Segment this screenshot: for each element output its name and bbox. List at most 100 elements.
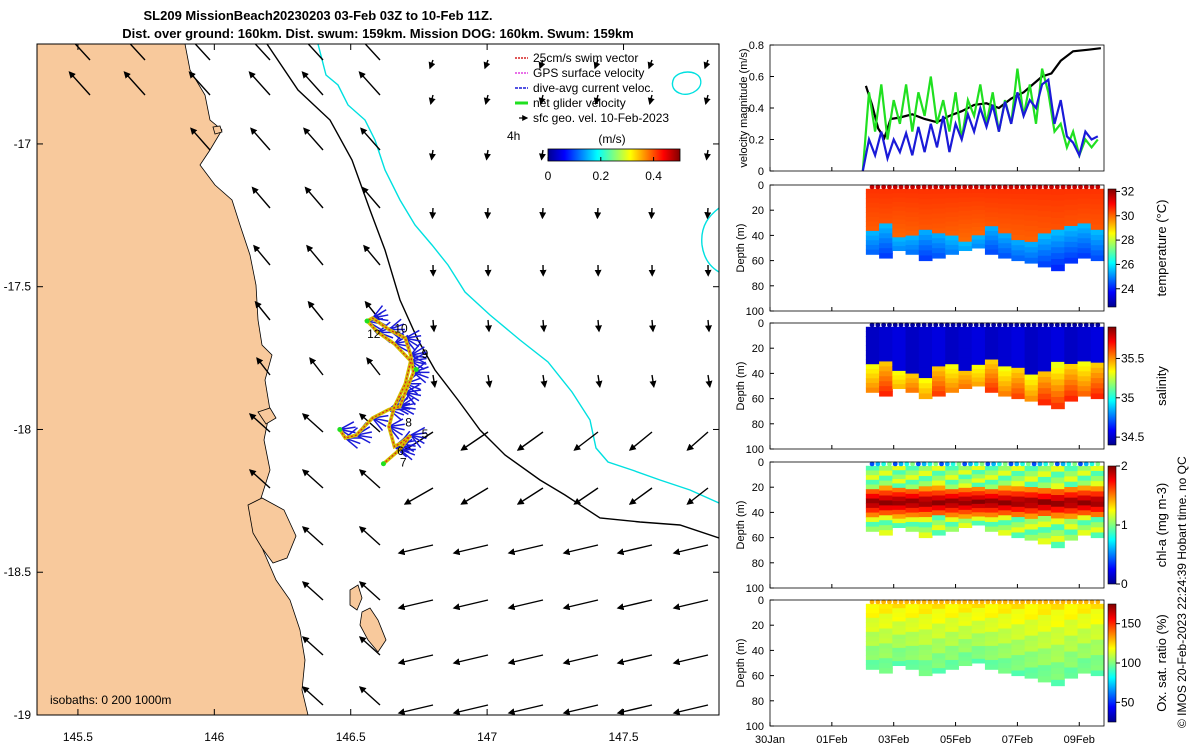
profile-cell xyxy=(1064,508,1079,515)
profile-cell xyxy=(945,465,959,471)
current-velocity-vector xyxy=(377,326,394,334)
profile-cell xyxy=(971,658,986,664)
profile-cell xyxy=(984,336,999,342)
profile-cell xyxy=(1077,668,1092,674)
profile-cell xyxy=(945,631,959,638)
profile-cell xyxy=(905,350,920,356)
profile-cell xyxy=(879,485,893,492)
profile-cell xyxy=(865,382,880,389)
profile-cell xyxy=(1024,529,1039,536)
profile-cell xyxy=(1051,326,1065,334)
profile-cell xyxy=(1090,188,1105,195)
profile-cell xyxy=(1051,402,1065,410)
profile-cell xyxy=(918,481,933,487)
panel-colorbar xyxy=(1107,188,1117,308)
profile-cell xyxy=(879,495,893,501)
profile-cell xyxy=(879,480,893,487)
profile-cell xyxy=(1024,332,1039,338)
profile-cell xyxy=(918,644,933,651)
profile-cell xyxy=(1037,399,1052,406)
profile-cell xyxy=(1090,511,1105,518)
profile-cell xyxy=(932,238,946,244)
surface-dot xyxy=(1008,461,1014,467)
profile-cell xyxy=(905,216,920,223)
profile-cell xyxy=(1077,331,1092,338)
surface-dot xyxy=(973,322,979,328)
surface-dot xyxy=(927,461,933,467)
surface-geostrophic-velocity-field xyxy=(68,44,713,715)
surface-dot xyxy=(910,322,915,328)
profile-cell xyxy=(1024,231,1039,238)
profile-cell xyxy=(1077,603,1092,610)
profile-cell xyxy=(932,638,946,644)
surface-dot xyxy=(968,599,973,605)
profile-cell xyxy=(1064,247,1079,253)
profile-cell xyxy=(918,250,933,256)
profile-cell xyxy=(984,368,999,375)
profile-cell xyxy=(879,243,893,249)
profile-cell xyxy=(998,223,1012,229)
surface-dot xyxy=(1089,184,1095,190)
profile-cell xyxy=(1064,374,1079,381)
surface-dot xyxy=(1031,184,1037,190)
profile-cell xyxy=(1064,210,1079,216)
profile-cell xyxy=(905,226,920,232)
profile-cell xyxy=(971,499,986,505)
profile-cell xyxy=(1090,224,1105,231)
geo-velocity-arrow xyxy=(68,71,91,96)
geo-velocity-arrow xyxy=(301,526,324,546)
profile-cell xyxy=(1037,538,1052,545)
profile-cell xyxy=(918,199,933,205)
profile-cell xyxy=(892,630,907,636)
profile-cell xyxy=(1024,502,1039,509)
surface-dot xyxy=(944,184,950,190)
geo-velocity-arrow xyxy=(648,207,656,220)
profile-cell xyxy=(1024,672,1039,679)
profile-cell xyxy=(1077,386,1092,392)
profile-cell xyxy=(879,608,893,615)
profile-cell xyxy=(865,226,880,232)
panel-ylabel: velocity magnitude (m/s) xyxy=(738,48,750,167)
surface-dot xyxy=(956,599,962,605)
isobath-200m-eddy xyxy=(671,71,702,95)
profile-cell xyxy=(1024,252,1039,259)
profile-cell xyxy=(1051,218,1065,225)
profile-cell xyxy=(1011,188,1026,195)
profile-cell xyxy=(892,487,907,493)
profile-cell xyxy=(998,331,1012,338)
profile-cell xyxy=(958,518,973,524)
profile-cell xyxy=(932,223,946,229)
surface-dot xyxy=(1031,599,1037,605)
profile-cell xyxy=(1077,490,1092,496)
geo-velocity-arrow xyxy=(428,59,436,70)
surface-dot xyxy=(1060,184,1066,190)
profile-cell xyxy=(879,465,893,472)
profile-cell xyxy=(865,331,880,337)
profile-cell xyxy=(1051,535,1065,543)
surface-dot xyxy=(1031,461,1037,467)
profile-cell xyxy=(865,507,880,514)
profile-cell xyxy=(1011,465,1026,472)
profile-cell xyxy=(879,341,893,348)
profile-cell xyxy=(905,475,920,481)
geo-velocity-arrow xyxy=(594,207,602,220)
profile-cell xyxy=(905,517,920,523)
profile-cell xyxy=(958,331,973,337)
surface-dot xyxy=(973,599,979,605)
panel-4: 0 20 40 60 80 100 Depth (m) 150 100 50 Ox. sat. ra… xyxy=(735,595,1169,733)
profile-cell xyxy=(1051,524,1065,531)
profile-cell xyxy=(945,212,959,218)
profile-cell xyxy=(998,356,1012,362)
profile-cell xyxy=(971,356,986,362)
profile-cell xyxy=(892,237,907,243)
profile-cell xyxy=(1064,241,1079,248)
profile-cell xyxy=(945,526,959,532)
geo-velocity-arrow xyxy=(647,94,655,105)
surface-dot xyxy=(910,184,915,190)
profile-cell xyxy=(971,508,986,513)
profile-cell xyxy=(998,381,1012,387)
geo-velocity-arrow xyxy=(703,59,711,70)
profile-cell xyxy=(905,650,920,656)
ytick-label: 40 xyxy=(752,368,764,380)
profile-cell xyxy=(1090,209,1105,215)
